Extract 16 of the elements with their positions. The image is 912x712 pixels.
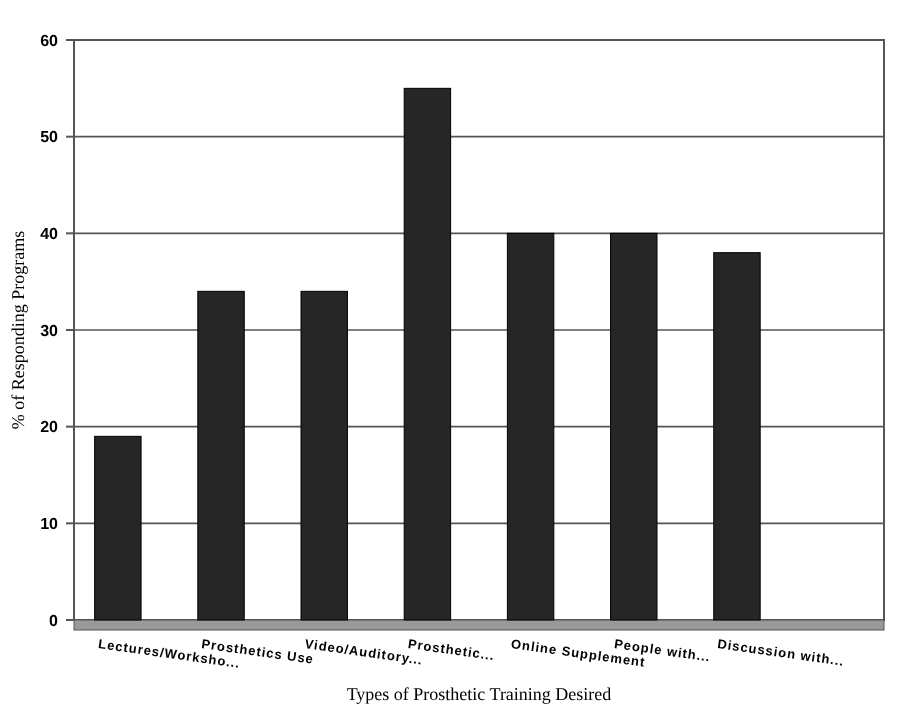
- bar: [403, 87, 452, 621]
- bar: [506, 232, 555, 621]
- y-axis-title: % of Responding Programs: [8, 229, 28, 430]
- bar: [94, 435, 142, 621]
- y-tick-label: 40: [40, 224, 60, 243]
- y-tick-label: 10: [40, 514, 60, 533]
- bar: [610, 232, 658, 621]
- y-tick-label: 50: [40, 128, 60, 147]
- bar: [197, 290, 245, 621]
- bar: [713, 252, 761, 621]
- y-tick-label: 60: [40, 31, 60, 50]
- bar: [300, 290, 348, 621]
- y-tick-label: 20: [40, 418, 60, 437]
- x-axis-title: Types of Prosthetic Training Desired: [346, 684, 613, 704]
- y-tick-label: 30: [40, 321, 60, 340]
- y-tick-label: 0: [49, 611, 60, 630]
